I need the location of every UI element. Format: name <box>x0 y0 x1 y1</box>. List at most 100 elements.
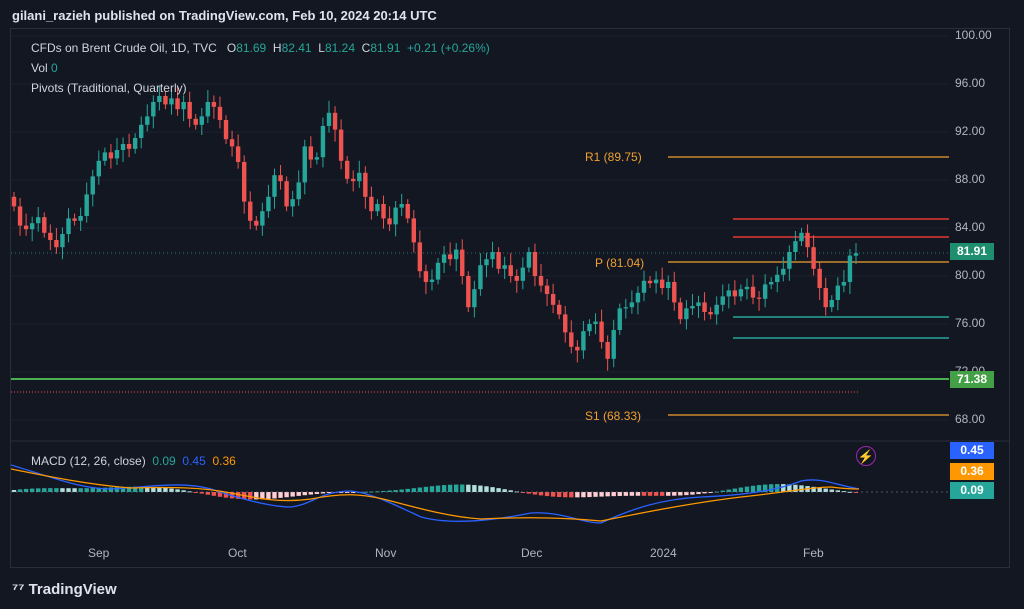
candle-body <box>11 196 17 207</box>
symbol-label[interactable]: CFDs on Brent Crude Oil, 1D, TVC <box>31 41 217 55</box>
macd-hist-bar <box>672 492 677 496</box>
time-tick: Nov <box>375 546 397 560</box>
macd-hist-bar <box>593 492 598 497</box>
time-tick: Sep <box>88 546 110 560</box>
close-value: 81.91 <box>370 41 401 55</box>
change-value: +0.21 (+0.26%) <box>407 41 490 55</box>
macd-hist-bar <box>363 491 368 493</box>
macd-hist-bar <box>750 485 756 492</box>
macd-hist-bar <box>781 484 786 492</box>
macd-hist-bar <box>187 491 192 493</box>
open-label: O <box>226 41 237 55</box>
candle-body <box>338 129 344 161</box>
candle-body <box>659 279 665 288</box>
macd-hist-bar <box>90 488 95 492</box>
candle-body <box>369 196 374 212</box>
macd-hist-bar <box>502 489 507 492</box>
macd-hist-bar <box>653 492 659 496</box>
candle-body <box>326 112 332 126</box>
candle-body <box>611 330 616 359</box>
candle-body <box>266 196 271 212</box>
macd-hist-bar <box>266 492 271 499</box>
candle-body <box>229 139 235 147</box>
candle-body <box>241 162 247 202</box>
candle-body <box>211 102 217 107</box>
candle-body <box>787 252 792 269</box>
macd-hist-bar <box>684 492 689 496</box>
publisher-line: gilani_razieh published on TradingView.c… <box>12 8 437 23</box>
macd-hist-bar <box>575 492 580 498</box>
candle-body <box>544 285 550 294</box>
candle-body <box>593 321 598 324</box>
candle-body <box>120 144 126 150</box>
macd-line-badge: 0.45 <box>950 442 994 459</box>
macd-hist-bar <box>211 492 217 496</box>
candle-body <box>17 206 23 226</box>
macd-legend[interactable]: MACD (12, 26, close) 0.09 0.45 0.36 <box>31 454 236 468</box>
ohlc-legend[interactable]: CFDs on Brent Crude Oil, 1D, TVC O81.69 … <box>31 41 490 55</box>
candle-body <box>750 286 756 298</box>
chart-frame[interactable]: CFDs on Brent Crude Oil, 1D, TVC O81.69 … <box>10 28 1010 568</box>
macd-hist-bar <box>496 488 501 492</box>
candle-body <box>575 346 580 351</box>
price-tick: 84.00 <box>955 220 986 234</box>
macd-hist-bar <box>835 490 841 492</box>
candle-body <box>357 172 362 182</box>
macd-hist-bar <box>423 486 429 492</box>
macd-hist-bar <box>23 488 29 492</box>
macd-hist-bar <box>666 492 671 496</box>
lightning-icon[interactable]: ⚡ <box>856 446 876 466</box>
macd-hist-bar <box>145 486 150 492</box>
candle-body <box>738 289 744 297</box>
macd-hist-bar <box>738 487 744 492</box>
macd-hist-bar <box>847 491 853 493</box>
macd-hist-bar <box>563 492 568 498</box>
macd-hist-bar <box>823 488 828 492</box>
chart-canvas[interactable] <box>11 29 1009 567</box>
candle-body <box>726 290 731 297</box>
macd-panel <box>11 440 1009 524</box>
candle-body <box>514 276 519 281</box>
macd-hist-bar <box>472 485 477 492</box>
time-tick: Feb <box>803 546 824 560</box>
macd-hist-bar <box>544 492 550 497</box>
macd-hist-bar <box>399 489 404 492</box>
candle-body <box>454 249 459 260</box>
macd-hist-bar <box>235 492 241 499</box>
macd-hist-bar <box>599 492 604 497</box>
candle-body <box>793 241 798 252</box>
macd-hist-bar <box>223 492 229 498</box>
price-tick: 76.00 <box>955 316 986 330</box>
candle-body <box>441 254 447 263</box>
macd-hist-bar <box>11 490 17 492</box>
candle-body <box>696 302 701 306</box>
macd-signal-value: 0.36 <box>212 454 236 468</box>
volume-value: 0 <box>51 61 58 75</box>
candle-body <box>526 252 532 268</box>
macd-hist-bar <box>659 492 665 496</box>
macd-hist-bar <box>726 489 731 492</box>
macd-hist-bar <box>744 486 750 492</box>
pivot-s1-label: S1 (68.33) <box>585 409 642 423</box>
candle-body <box>423 271 429 282</box>
candle-body <box>817 268 822 288</box>
candle-body <box>193 118 198 125</box>
macd-hist-bar <box>569 492 574 498</box>
candle-body <box>175 98 180 110</box>
candle-body <box>375 204 380 212</box>
macd-hist-bar <box>605 492 610 497</box>
macd-hist-bar <box>108 487 114 492</box>
macd-hist-bar <box>581 492 586 498</box>
candle-body <box>435 262 441 280</box>
candle-body <box>23 225 29 230</box>
candle-body <box>66 218 71 234</box>
candle-body <box>684 308 689 320</box>
pivots-legend[interactable]: Pivots (Traditional, Quarterly) <box>31 81 187 95</box>
tradingview-logo[interactable]: ⁷⁷ TradingView <box>12 581 117 598</box>
time-tick: Dec <box>521 546 543 560</box>
candle-body <box>60 234 65 248</box>
volume-legend[interactable]: Vol 0 <box>31 61 58 75</box>
candle-body <box>278 175 283 182</box>
macd-hist-bar <box>435 485 441 492</box>
macd-hist-bar <box>17 489 23 492</box>
